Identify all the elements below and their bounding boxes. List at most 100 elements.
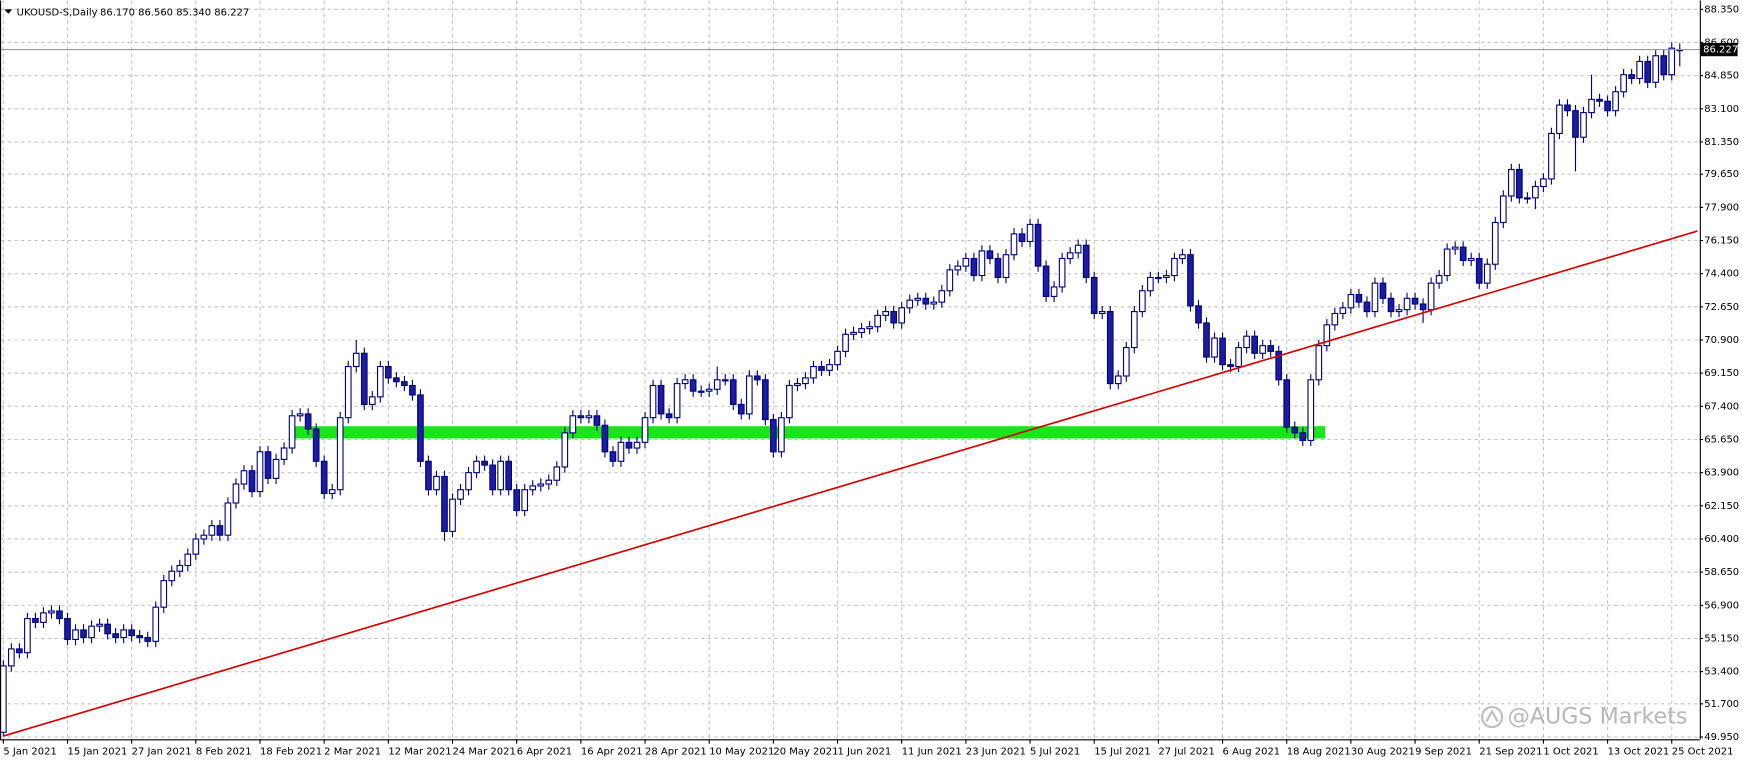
candle-body-up: [1163, 275, 1170, 279]
candle-body-down: [1275, 350, 1283, 381]
candle-body-up: [962, 257, 970, 267]
candle-body-down: [104, 623, 111, 635]
candle-body-up: [930, 301, 938, 305]
candle-body-up: [352, 352, 360, 368]
candle-body-up: [1139, 290, 1146, 313]
candle-body-up: [1636, 60, 1643, 80]
candle-body-up: [561, 432, 569, 468]
candle-body-up: [160, 580, 168, 608]
candle-body-up: [1395, 309, 1403, 313]
candle-body-down: [417, 394, 424, 462]
candle-body-up: [802, 377, 809, 385]
marks-layer: [0, 42, 1700, 737]
x-tick-label: 21 Sep 2021: [1479, 746, 1542, 757]
candle-body-up: [1002, 254, 1010, 279]
candle-body-down: [1299, 432, 1307, 441]
candle-body-up: [585, 415, 593, 419]
candle-body-up: [850, 331, 857, 335]
y-tick-label: 67.400: [1704, 401, 1739, 412]
candle-body-down: [1203, 322, 1210, 358]
x-tick-label: 5 Jul 2021: [1030, 746, 1080, 757]
y-tick-label: 60.400: [1704, 534, 1739, 545]
candle-body-down: [128, 629, 136, 637]
candle-body-up: [745, 375, 753, 415]
candle-body-down: [441, 475, 448, 532]
watermark-icon: [1480, 705, 1504, 729]
candle-body-up: [1451, 246, 1459, 250]
candle-body-up: [713, 379, 721, 390]
candle-body-up: [1235, 347, 1242, 368]
y-tick-label: 69.150: [1704, 368, 1739, 379]
x-tick-label: 18 Feb 2021: [260, 746, 322, 757]
y-tick-label: 77.900: [1704, 202, 1739, 213]
candle-body-down: [986, 250, 994, 260]
candle-body-down: [409, 384, 416, 396]
candle-body-down: [1363, 301, 1371, 313]
candle-body-down: [1660, 55, 1668, 76]
candle-body-down: [393, 377, 400, 383]
candle-body-down: [64, 618, 71, 640]
candle-body-up: [1179, 254, 1186, 260]
candle-body-up: [1532, 185, 1539, 199]
candle-body-down: [304, 413, 312, 430]
y-tick-label: 49.950: [1704, 732, 1739, 743]
candle-body-down: [1227, 364, 1234, 368]
candle-body-up: [497, 460, 504, 491]
candle-body-up: [1668, 47, 1676, 76]
candle-body-down: [970, 257, 978, 277]
candle-body-up: [0, 665, 7, 733]
candle-body-up: [48, 610, 55, 614]
candle-body-up: [1556, 104, 1563, 135]
x-tick-label: 8 Feb 2021: [196, 746, 252, 757]
candle-body-up: [465, 472, 472, 491]
candle-body-up: [328, 489, 336, 495]
candle-body-down: [320, 460, 328, 495]
x-tick-label: 13 Oct 2021: [1608, 746, 1670, 757]
candle-body-up: [874, 314, 881, 328]
candle-body-down: [665, 413, 673, 419]
candle-body-up: [433, 475, 440, 491]
candle-body-up: [1074, 244, 1082, 254]
x-tick-label: 27 Jul 2021: [1158, 746, 1215, 757]
candle-body-up: [866, 326, 873, 330]
x-tick-label: 5 Jan 2021: [3, 746, 57, 757]
candle-body-up: [336, 417, 344, 491]
candle-body-down: [1644, 60, 1652, 83]
x-tick-label: 10 May 2021: [709, 746, 774, 757]
candle-body-down: [1291, 426, 1299, 434]
candle-body-up: [898, 307, 906, 324]
candle-body-up: [810, 365, 817, 379]
x-tick-label: 15 Jul 2021: [1094, 746, 1151, 757]
candle-body-down: [1419, 303, 1427, 311]
current-price-box: [1700, 42, 1738, 57]
candle-body-up: [1147, 276, 1154, 292]
candle-body-down: [922, 297, 930, 305]
candle-body-up: [882, 311, 889, 316]
candle-body-down: [1596, 98, 1603, 102]
candle-body-up: [705, 388, 713, 392]
candle-body-down: [216, 525, 224, 536]
ohlc-label: 86.170 86.560 85.340 86.227: [100, 8, 249, 19]
y-tick-label: 81.350: [1704, 137, 1739, 148]
candle-body-down: [818, 365, 825, 371]
candle-body-up: [834, 350, 841, 366]
candle-body-up: [96, 623, 103, 627]
candle-body-up: [649, 384, 657, 419]
current-price-label: 86.227: [1703, 45, 1738, 56]
candle-body-up: [529, 485, 537, 491]
candle-body-up: [208, 525, 216, 536]
candle-body-up: [1435, 275, 1443, 284]
candle-body-up: [1307, 379, 1315, 441]
y-tick-label: 76.150: [1704, 236, 1739, 247]
candle-body-up: [1371, 282, 1379, 313]
candle-body-up: [1331, 312, 1339, 326]
candle-body-up: [1066, 252, 1074, 260]
candle-body-up: [545, 479, 553, 485]
candle-body-up: [1010, 233, 1018, 256]
candle-body-up: [826, 364, 833, 371]
candle-body-down: [689, 379, 697, 392]
candle-body-up: [1114, 375, 1122, 385]
y-tick-label: 51.700: [1704, 699, 1739, 710]
